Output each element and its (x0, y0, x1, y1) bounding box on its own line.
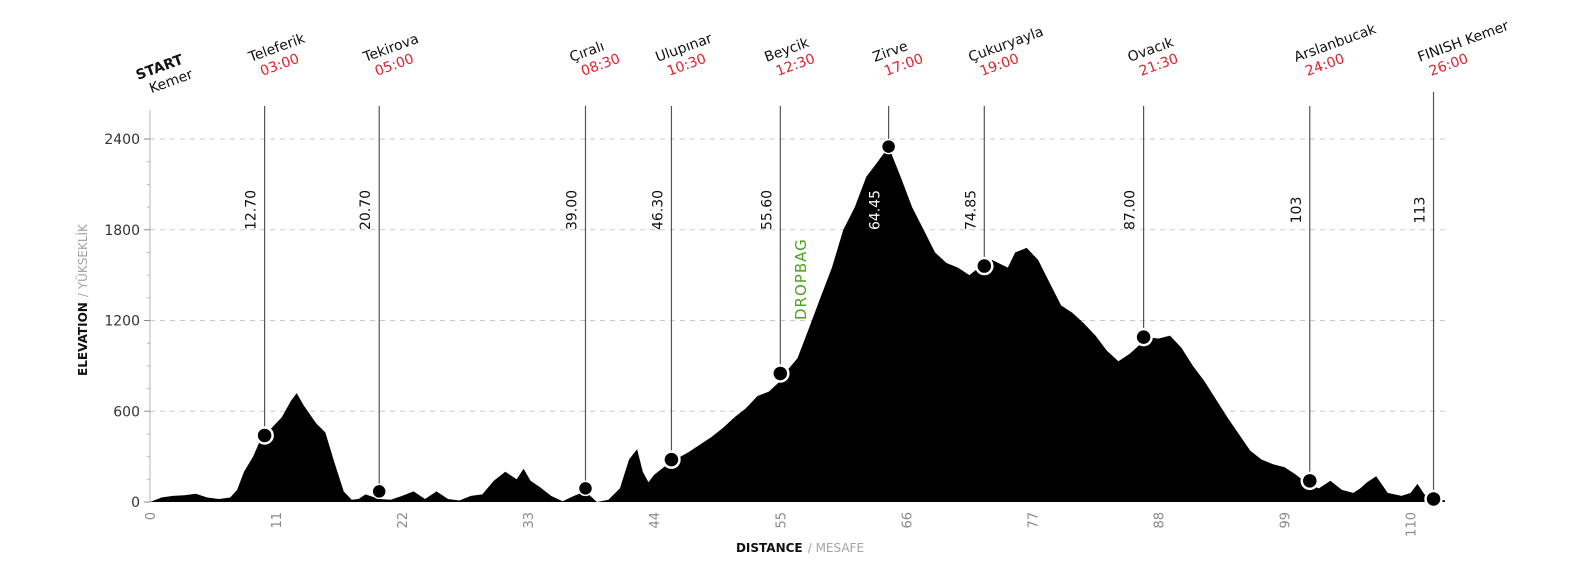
elevation-area (150, 146, 1445, 502)
y-axis-separator: / (76, 289, 90, 297)
checkpoint-marker (371, 483, 387, 500)
checkpoint-distance: 12.70 (244, 190, 260, 230)
checkpoint-marker (255, 426, 274, 445)
checkpoint-distance: 103 (1289, 197, 1305, 224)
y-tick-label: 600 (113, 404, 140, 420)
elevation-area-group (150, 146, 1445, 502)
checkpoint-marker (1134, 327, 1153, 347)
checkpoint-marker (1424, 489, 1443, 509)
checkpoint-name: STARTKemer (134, 50, 195, 99)
checkpoint: Tekirova05:00 20.70 (358, 31, 426, 500)
checkpoint-name: FINISH Kemer26:00 (1416, 18, 1517, 82)
checkpoint-name: Teleferik03:00 (246, 30, 314, 82)
x-tick-label: 88 (1152, 512, 1167, 529)
checkpoint: Çıralı08:30 39.00 (564, 35, 623, 497)
checkpoint-name: Çıralı08:30 (568, 35, 623, 82)
checkpoint-distance: 20.70 (358, 190, 374, 230)
checkpoint-distance: 87.00 (1123, 190, 1139, 230)
checkpoint: Çukuryayla19:00 74.85 (963, 24, 1051, 276)
y-tick-label: 2400 (104, 132, 140, 148)
checkpoint-marker (880, 138, 897, 155)
checkpoint-name: Beycik12:30 (762, 35, 818, 82)
x-axis-label-secondary: MESAFE (816, 541, 864, 555)
checkpoint-distance: 64.45 (868, 190, 884, 230)
checkpoint-name: Zirve17:00 (871, 35, 926, 82)
checkpoint-distance: 113 (1413, 197, 1429, 224)
checkpoint-distance: 46.30 (650, 190, 666, 230)
checkpoint-name: Arslanbucak24:00 (1292, 21, 1385, 82)
y-tick-labels: 0 600 1200 1800 2400 (104, 132, 140, 511)
y-axis-label: ELEVATION (76, 302, 90, 376)
x-tick-label: 11 (270, 512, 285, 529)
y-axis-title: ELEVATION / YÜKSEKLİK (72, 223, 91, 376)
checkpoint-marker (771, 364, 790, 383)
checkpoint: Arslanbucak24:00 103 (1289, 21, 1385, 491)
checkpoint: Ovacık21:30 87.00 (1123, 34, 1183, 347)
y-tick-label: 0 (131, 495, 140, 511)
checkpoint-marker (662, 450, 681, 469)
x-tick-label: 33 (522, 512, 537, 529)
checkpoint-name: Ulupınar10:30 (654, 30, 721, 81)
x-axis-label: DISTANCE (736, 541, 803, 555)
x-tick-label: 66 (900, 512, 915, 529)
checkpoint-marker (1300, 471, 1320, 491)
x-tick-label: 110 (1405, 512, 1420, 537)
y-tick-label: 1200 (104, 314, 140, 330)
x-tick-label: 0 (144, 512, 159, 520)
x-tick-label: 22 (396, 512, 411, 529)
x-tick-labels: 0 11 22 33 44 55 66 77 88 99 110 (144, 512, 1420, 537)
x-tick-label: 44 (648, 512, 663, 529)
checkpoint-distance: 74.85 (963, 190, 979, 230)
y-tick-label: 1800 (104, 223, 140, 239)
x-tick-label: 99 (1279, 512, 1294, 529)
checkpoint: Beycik12:30 55.60 (759, 35, 818, 383)
checkpoint: Teleferik03:00 12.70 (244, 30, 314, 445)
axes (144, 110, 151, 503)
checkpoint-name: Çukuryayla19:00 (966, 24, 1051, 82)
checkpoint: FINISH Kemer26:00 113 (1413, 18, 1517, 509)
dropbag-annotation: DROPBAG (792, 238, 810, 320)
checkpoint: STARTKemer (134, 50, 195, 99)
checkpoint-name: Tekirova05:00 (360, 31, 426, 82)
checkpoint-name: Ovacık21:30 (1126, 34, 1183, 82)
x-tick-label: 77 (1026, 512, 1041, 529)
checkpoint-marker (975, 256, 994, 276)
checkpoint-distance: 55.60 (759, 190, 775, 230)
checkpoint-distance: 39.00 (564, 190, 580, 230)
checkpoint-marker (577, 480, 594, 497)
y-axis-label-secondary: YÜKSEKLİK (74, 223, 90, 290)
x-axis-title: DISTANCE / MESAFE (736, 537, 864, 556)
x-axis-separator: / (808, 541, 816, 555)
x-tick-label: 55 (774, 512, 789, 529)
checkpoint: Ulupınar10:30 46.30 (650, 30, 721, 469)
